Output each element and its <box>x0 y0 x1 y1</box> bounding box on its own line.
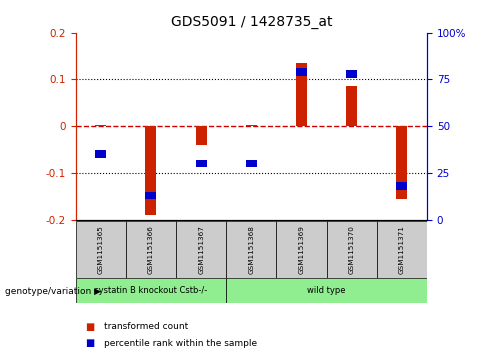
Text: GSM1151365: GSM1151365 <box>98 225 104 274</box>
Bar <box>346 70 357 78</box>
Bar <box>196 160 206 167</box>
FancyBboxPatch shape <box>377 221 427 278</box>
Text: GSM1151370: GSM1151370 <box>349 225 355 274</box>
Text: wild type: wild type <box>307 286 346 295</box>
FancyBboxPatch shape <box>226 221 276 278</box>
FancyBboxPatch shape <box>226 278 427 303</box>
Bar <box>145 192 157 199</box>
Bar <box>145 126 157 215</box>
Text: GSM1151366: GSM1151366 <box>148 225 154 274</box>
Bar <box>246 125 257 126</box>
Text: GSM1151371: GSM1151371 <box>399 225 405 274</box>
Bar <box>246 160 257 167</box>
Text: transformed count: transformed count <box>104 322 188 331</box>
FancyBboxPatch shape <box>326 221 377 278</box>
Bar <box>396 126 407 199</box>
Text: ■: ■ <box>85 322 95 332</box>
Bar <box>346 86 357 126</box>
Bar <box>95 125 106 126</box>
Text: GSM1151367: GSM1151367 <box>198 225 204 274</box>
Bar <box>396 182 407 190</box>
Text: percentile rank within the sample: percentile rank within the sample <box>104 339 257 347</box>
Bar <box>296 68 307 76</box>
Text: genotype/variation ▶: genotype/variation ▶ <box>5 287 101 296</box>
FancyBboxPatch shape <box>176 221 226 278</box>
Text: cystatin B knockout Cstb-/-: cystatin B knockout Cstb-/- <box>94 286 207 295</box>
FancyBboxPatch shape <box>276 221 326 278</box>
FancyBboxPatch shape <box>126 221 176 278</box>
Bar <box>95 150 106 158</box>
FancyBboxPatch shape <box>76 278 226 303</box>
Title: GDS5091 / 1428735_at: GDS5091 / 1428735_at <box>171 15 332 29</box>
Text: GSM1151369: GSM1151369 <box>299 225 305 274</box>
FancyBboxPatch shape <box>76 221 126 278</box>
Text: ■: ■ <box>85 338 95 348</box>
Bar <box>196 126 206 145</box>
Bar <box>296 63 307 126</box>
Text: GSM1151368: GSM1151368 <box>248 225 254 274</box>
